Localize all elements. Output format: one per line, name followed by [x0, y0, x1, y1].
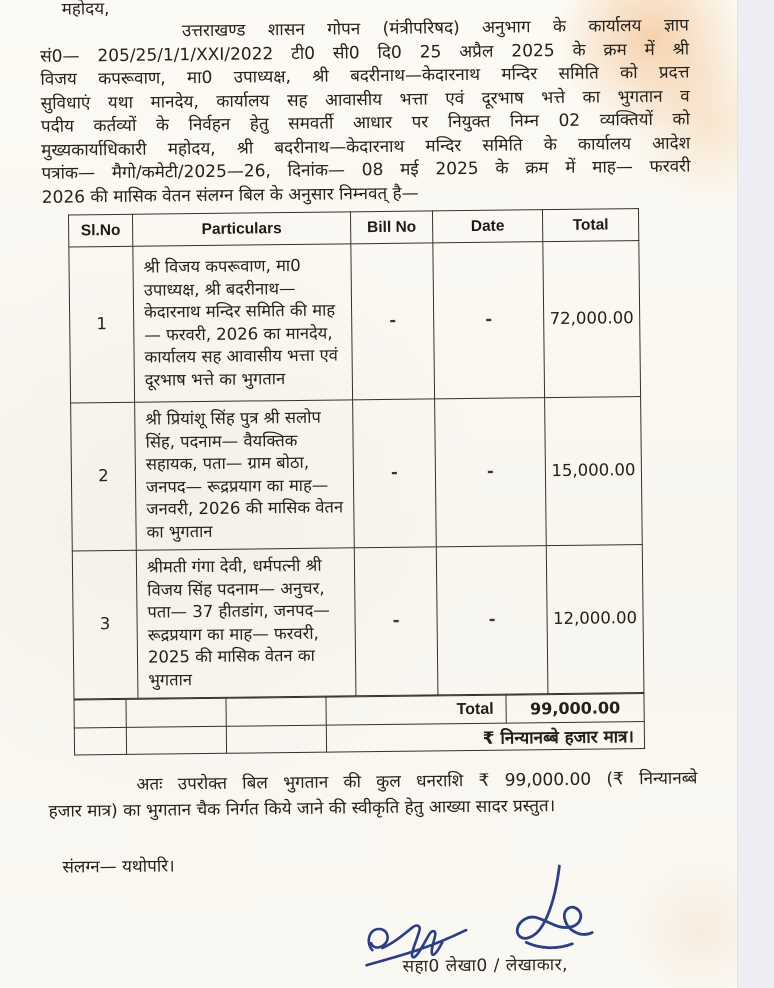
row2-particulars: श्री प्रियांशू सिंह पुत्र श्री सलोप सिंह… — [134, 399, 355, 551]
empty-cell — [225, 697, 327, 727]
row3-sl-no: 3 — [72, 550, 138, 700]
table-row: 3 श्रीमती गंगा देवी, धर्मपत्नी श्री विजय… — [72, 544, 644, 700]
row3-date: - — [436, 545, 548, 695]
row1-total: 72,000.00 — [542, 240, 641, 398]
table-row: 2 श्री प्रियांशू सिंह पुत्र श्री सलोप सि… — [70, 396, 643, 552]
header-total: Total — [542, 208, 639, 242]
table-row: 1 श्री विजय कपरूवाण, मा0 उपाध्यक्ष, श्री… — [68, 240, 641, 404]
row2-bill-no: - — [352, 398, 437, 548]
document-page: महोदय, उत्तराखण्ड शासन गोपन (मंत्रीपरिषद… — [0, 0, 737, 988]
header-date: Date — [432, 209, 543, 243]
row3-particulars: श्रीमती गंगा देवी, धर्मपत्नी श्री विजय स… — [136, 547, 356, 699]
closing-paragraph: अतः उपरोक्त बिल भुगतान की कुल धनराशि ₹ 9… — [48, 765, 698, 824]
signature-scribble-1 — [365, 924, 468, 967]
row1-date: - — [432, 241, 545, 399]
empty-cell — [125, 698, 227, 728]
total-in-words: ₹ निन्यानब्बे हजार मात्र। — [326, 721, 645, 753]
row2-date: - — [434, 397, 547, 547]
empty-cell — [226, 725, 327, 754]
intro-paragraph: उत्तराखण्ड शासन गोपन (मंत्रीपरिषद) अनुभा… — [40, 14, 691, 209]
totals-section: Total 99,000.00 ₹ निन्यानब्बे हजार मात्र… — [73, 693, 645, 755]
row3-bill-no: - — [354, 546, 438, 696]
signatory-designation: सहा0 लेखा0 / लेखाकार, — [402, 954, 569, 977]
amount-in-words-row: ₹ निन्यानब्बे हजार मात्र। — [74, 721, 645, 755]
empty-cell — [73, 699, 127, 729]
header-bill-no: Bill No — [350, 210, 433, 244]
row2-sl-no: 2 — [70, 402, 137, 552]
scan-background-strip — [737, 0, 774, 988]
row2-total: 15,000.00 — [544, 396, 643, 546]
row3-total: 12,000.00 — [546, 544, 644, 694]
payment-table: Sl.No Particulars Bill No Date Total 1 श… — [68, 208, 644, 700]
row1-particulars: श्री विजय कपरूवाण, मा0 उपाध्यक्ष, श्री ब… — [132, 243, 353, 403]
empty-cell — [126, 726, 227, 755]
header-particulars: Particulars — [132, 211, 351, 247]
document-content: महोदय, उत्तराखण्ड शासन गोपन (मंत्रीपरिषद… — [40, 0, 701, 988]
total-amount: 99,000.00 — [505, 693, 645, 724]
row1-sl-no: 1 — [68, 246, 135, 404]
empty-cell — [74, 727, 127, 755]
signature-scribble-2 — [515, 864, 594, 950]
total-label: Total — [325, 695, 507, 726]
scan-tilt-wrapper: महोदय, उत्तराखण्ड शासन गोपन (मंत्रीपरिषद… — [40, 0, 701, 988]
signature-block: सहा0 लेखा0 / लेखाकार, — [50, 864, 701, 988]
row1-bill-no: - — [350, 242, 435, 400]
header-sl-no: Sl.No — [68, 214, 133, 248]
